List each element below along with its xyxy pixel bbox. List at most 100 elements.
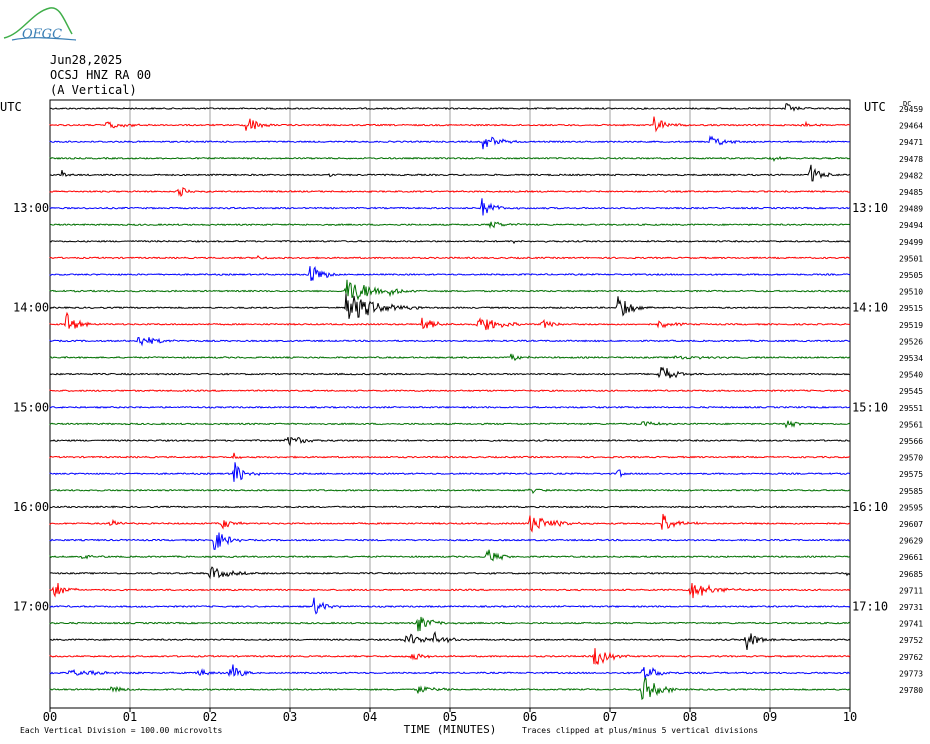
dc-offset-6: 29489: [899, 205, 923, 214]
right-time-label-2: 15:10: [852, 400, 888, 414]
trace-0: [49, 103, 851, 112]
dc-offset-33: 29762: [899, 653, 923, 662]
dc-offset-20: 29566: [899, 437, 923, 446]
trace-30: [49, 597, 851, 615]
trace-10: [49, 265, 851, 282]
ofgc-logo: [2, 4, 82, 44]
dc-offset-30: 29731: [899, 603, 923, 612]
dc-offset-17: 29545: [899, 387, 923, 396]
trace-26: [49, 532, 851, 550]
x-tick-label-0: 00: [43, 710, 57, 724]
trace-23: [49, 488, 851, 495]
dc-offset-28: 29685: [899, 570, 923, 579]
record-date: Jun28,2025: [50, 53, 123, 67]
trace-19: [49, 420, 851, 429]
trace-6: [49, 198, 851, 216]
x-tick-label-10: 10: [843, 710, 857, 724]
right-time-label-0: 13:10: [852, 201, 888, 215]
dc-offset-15: 29534: [899, 354, 923, 363]
trace-29: [49, 582, 851, 599]
trace-12: [49, 293, 851, 319]
logo-text: OFGC: [22, 27, 63, 42]
trace-7: [49, 221, 851, 229]
dc-offset-26: 29629: [899, 537, 923, 546]
x-tick-label-6: 06: [523, 710, 537, 724]
trace-9: [49, 255, 851, 260]
trace-21: [49, 452, 851, 460]
dc-offset-9: 29501: [899, 254, 923, 263]
dc-offset-25: 29607: [899, 520, 923, 529]
x-axis-label: TIME (MINUTES): [404, 723, 497, 736]
x-tick-label-2: 02: [203, 710, 217, 724]
trace-17: [49, 389, 851, 393]
trace-35: [49, 677, 851, 701]
trace-34: [49, 664, 850, 680]
trace-32: [49, 630, 851, 650]
x-tick-label-8: 08: [683, 710, 697, 724]
dc-offset-16: 29540: [899, 371, 923, 380]
trace-3: [49, 155, 851, 162]
dc-offset-11: 29510: [899, 288, 923, 297]
x-tick-label-3: 03: [283, 710, 297, 724]
trace-18: [49, 405, 851, 409]
dc-offset-4: 29482: [899, 171, 923, 180]
dc-offset-32: 29752: [899, 636, 923, 645]
dc-offset-10: 29505: [899, 271, 923, 280]
left-time-label-0: 13:00: [13, 201, 49, 215]
dc-offset-3: 29478: [899, 155, 923, 164]
dc-offset-13: 29519: [899, 321, 923, 330]
dc-offset-24: 29595: [899, 503, 923, 512]
dc-offset-29: 29711: [899, 586, 923, 595]
right-utc-label: UTC: [864, 100, 886, 114]
x-tick-label-4: 04: [363, 710, 377, 724]
component-label: (A Vertical): [50, 83, 137, 97]
station-code: OCSJ HNZ RA 00: [50, 68, 152, 82]
trace-25: [49, 513, 851, 533]
dc-offset-19: 29561: [899, 420, 923, 429]
left-time-label-3: 16:00: [13, 500, 49, 514]
trace-8: [49, 239, 851, 245]
dc-offset-12: 29515: [899, 304, 923, 313]
trace-24: [49, 505, 851, 509]
dc-offset-35: 29780: [899, 686, 923, 695]
left-time-label-4: 17:00: [13, 600, 49, 614]
trace-2: [49, 135, 850, 150]
x-tick-label-7: 07: [603, 710, 617, 724]
x-tick-label-1: 01: [123, 710, 137, 724]
trace-28: [49, 566, 851, 580]
dc-label: DC: [903, 100, 911, 108]
dc-offset-27: 29661: [899, 553, 923, 562]
footer-clip-note: Traces clipped at plus/minus 5 vertical …: [522, 726, 758, 735]
dc-offset-22: 29575: [899, 470, 923, 479]
trace-33: [49, 648, 851, 665]
dc-offset-2: 29471: [899, 138, 923, 147]
trace-14: [49, 336, 851, 347]
trace-11: [49, 279, 851, 301]
dc-offset-0: 29459: [899, 105, 923, 114]
dc-offset-7: 29494: [899, 221, 923, 230]
trace-4: [49, 164, 851, 182]
dc-offset-14: 29526: [899, 337, 923, 346]
dc-offset-31: 29741: [899, 620, 923, 629]
trace-22: [49, 462, 851, 482]
dc-offset-23: 29585: [899, 487, 923, 496]
x-tick-label-5: 05: [443, 710, 457, 724]
dc-offset-5: 29485: [899, 188, 923, 197]
trace-31: [49, 616, 851, 632]
dc-offset-21: 29570: [899, 454, 923, 463]
left-utc-label: UTC: [0, 100, 22, 114]
trace-20: [49, 436, 851, 447]
trace-15: [49, 353, 851, 362]
trace-16: [49, 366, 851, 379]
x-tick-label-9: 09: [763, 710, 777, 724]
right-time-label-4: 17:10: [852, 600, 888, 614]
right-time-label-1: 14:10: [852, 301, 888, 315]
right-time-label-3: 16:10: [852, 500, 888, 514]
trace-27: [49, 549, 851, 562]
dc-offset-34: 29773: [899, 669, 923, 678]
left-time-label-1: 14:00: [13, 301, 49, 315]
dc-offset-18: 29551: [899, 404, 923, 413]
left-time-label-2: 15:00: [13, 400, 49, 414]
dc-offset-8: 29499: [899, 238, 923, 247]
